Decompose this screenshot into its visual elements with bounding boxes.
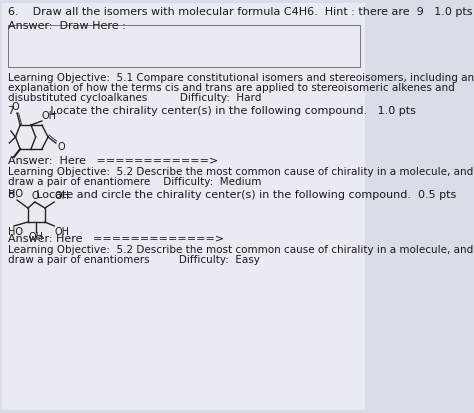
Bar <box>8 25 360 67</box>
FancyBboxPatch shape <box>2 3 365 410</box>
Text: 6.    Draw all the isomers with molecular formula C4H6.  Hint : there are  9   1: 6. Draw all the isomers with molecular f… <box>8 7 472 17</box>
Text: draw a pair of enantiomere    Difficulty:  Medium: draw a pair of enantiomere Difficulty: M… <box>8 177 261 187</box>
Text: Answer:  Here   ============>: Answer: Here ============> <box>8 156 218 166</box>
Text: OH: OH <box>54 191 69 201</box>
Text: O: O <box>12 102 19 112</box>
Text: disubstituted cycloalkanes          Difficulty:  Hard: disubstituted cycloalkanes Difficulty: H… <box>8 93 261 103</box>
Text: OH: OH <box>42 111 57 121</box>
Text: Learning Objective:  5.2 Describe the most common cause of chirality in a molecu: Learning Objective: 5.2 Describe the mos… <box>8 245 473 255</box>
Text: Learning Objective:  5.2 Describe the most common cause of chirality in a molecu: Learning Objective: 5.2 Describe the mos… <box>8 167 473 177</box>
Text: 7.         Locate the chirality center(s) in the following compound.   1.0 pts: 7. Locate the chirality center(s) in the… <box>8 106 416 116</box>
Text: OH: OH <box>54 227 69 237</box>
Text: HO: HO <box>8 227 23 237</box>
Text: draw a pair of enantiomers         Difficulty:  Easy: draw a pair of enantiomers Difficulty: E… <box>8 255 260 265</box>
Text: HO: HO <box>8 189 23 199</box>
Text: explanation of how the terms cis and trans are applied to stereoisomeric alkenes: explanation of how the terms cis and tra… <box>8 83 455 93</box>
Text: 8.     Locate and circle the chirality center(s) in the following compound.  0.5: 8. Locate and circle the chirality cente… <box>8 190 456 200</box>
Text: Learning Objective:  5.1 Compare constitutional isomers and stereoisomers, inclu: Learning Objective: 5.1 Compare constitu… <box>8 73 474 83</box>
Text: OH: OH <box>29 232 44 242</box>
Text: O: O <box>57 142 65 152</box>
Text: Answer:  Draw Here :: Answer: Draw Here : <box>8 21 126 31</box>
Text: O: O <box>31 191 39 201</box>
Text: Answer: Here   =============>: Answer: Here =============> <box>8 234 224 244</box>
